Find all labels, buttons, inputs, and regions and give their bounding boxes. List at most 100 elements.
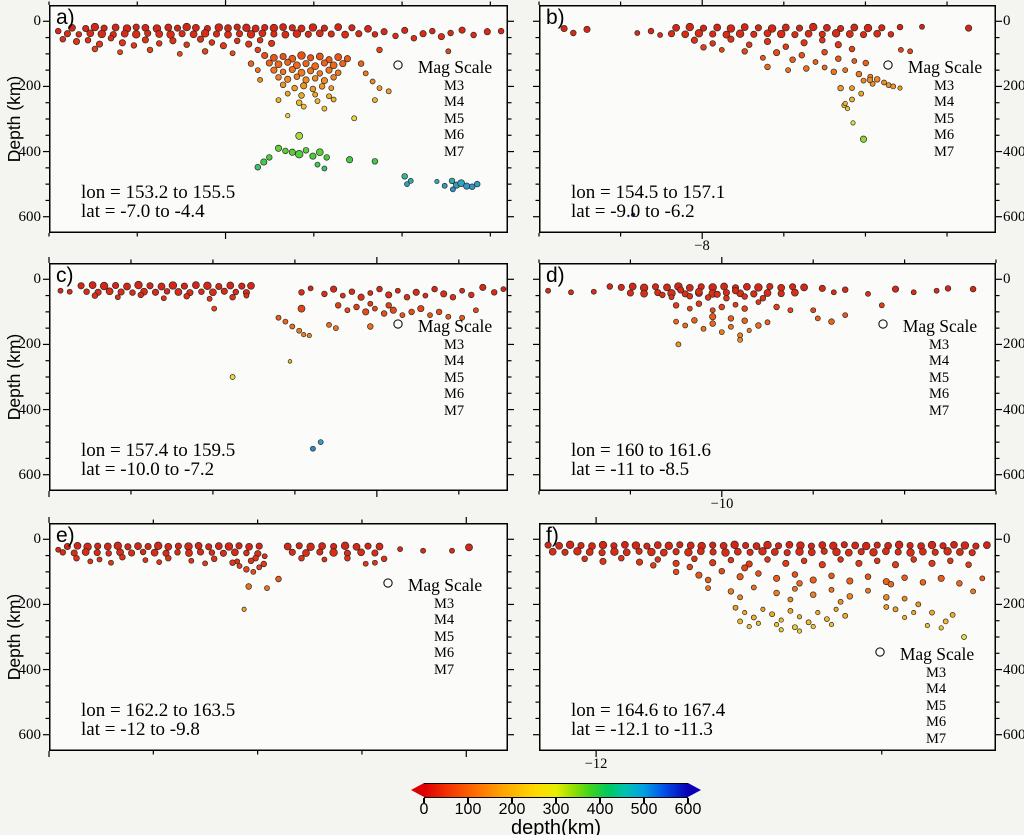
quake-point: [818, 541, 827, 549]
mag-scale-item: M4: [885, 62, 974, 112]
quake-point: [933, 287, 940, 294]
mag-scale-item-label: M7: [934, 143, 955, 160]
quake-point: [312, 75, 319, 82]
quake-point: [250, 569, 257, 575]
quake-point: [412, 288, 420, 296]
quake-point: [389, 306, 397, 314]
quake-point: [713, 290, 721, 298]
quake-point: [950, 540, 958, 549]
quake-point: [787, 596, 794, 603]
lat-range-label: lat = -10.0 to -7.2: [81, 459, 215, 480]
mag-scale-title: Mag Scale: [407, 575, 483, 595]
quake-point: [233, 37, 241, 45]
lon-range-label: lon = 160 to 161.6: [571, 440, 712, 461]
quake-point: [139, 548, 147, 556]
quake-point: [165, 555, 172, 562]
quake-point: [258, 29, 267, 38]
quake-point: [304, 30, 312, 38]
quake-point: [206, 295, 213, 302]
quake-point: [330, 74, 337, 81]
quake-point: [837, 556, 844, 563]
quake-point: [422, 292, 429, 299]
quake-point: [755, 620, 761, 626]
lat-range-label: lat = -12 to -9.8: [81, 719, 200, 740]
quake-point: [357, 60, 365, 67]
mag-scale-legend: Mag Scale M3 M4 M5 M6 M7: [872, 644, 1002, 748]
quake-point: [842, 67, 849, 73]
quake-point: [59, 549, 67, 556]
lat-range-label: lat = -12.1 to -11.3: [571, 719, 713, 740]
quake-point: [643, 542, 651, 550]
quake-point: [77, 282, 85, 290]
quake-point: [238, 282, 246, 290]
quake-point: [695, 287, 703, 296]
quake-point: [397, 546, 403, 552]
quake-point: [927, 540, 937, 550]
quake-point: [901, 574, 908, 581]
quake-point: [500, 286, 507, 292]
quake-point: [781, 23, 790, 32]
quake-point: [293, 61, 301, 70]
lonlat-annotation: lon = 162.2 to 163.5 lat = -12 to -9.8: [81, 701, 235, 739]
quake-point: [647, 547, 656, 557]
panel-letter-f: f): [546, 524, 559, 547]
quake-point: [340, 541, 350, 550]
quake-point: [970, 588, 976, 595]
quake-point: [965, 561, 972, 568]
quake-point: [676, 541, 684, 549]
quake-point: [173, 24, 182, 32]
quake-point: [657, 32, 663, 38]
quake-point: [859, 135, 868, 143]
quake-point: [685, 22, 694, 32]
quake-point: [326, 322, 332, 328]
quake-point: [685, 283, 694, 292]
quake-point: [183, 293, 190, 300]
quake-point: [284, 75, 292, 83]
mag-scale-item-label: M6: [929, 386, 950, 403]
mag-scale-item: M7: [883, 60, 974, 161]
quake-point: [874, 557, 881, 565]
quake-point: [764, 63, 771, 71]
quake-point: [745, 41, 753, 48]
panel-a-plot: [43, 0, 514, 239]
quake-point: [257, 77, 263, 83]
y-axis-title-row3: Depth (km): [4, 593, 24, 681]
quake-point: [842, 100, 848, 106]
colorbar-tick-label: 0: [419, 801, 429, 818]
quake-point: [208, 39, 216, 46]
quake-point: [317, 439, 324, 445]
quake-point: [54, 27, 62, 35]
quake-point: [754, 24, 762, 32]
quake-point: [686, 563, 693, 571]
quake-point: [224, 24, 232, 32]
quake-point: [824, 616, 830, 622]
quake-point: [419, 30, 427, 38]
quake-point: [684, 548, 693, 557]
quake-point: [830, 289, 837, 296]
quake-point: [672, 302, 680, 309]
quake-point: [434, 178, 440, 185]
colorbar-tick: [643, 798, 645, 803]
axis-ticks: [43, 257, 514, 497]
quake-point: [295, 542, 303, 550]
quake-point: [942, 618, 949, 625]
quake-point: [63, 542, 71, 551]
quake-point: [156, 559, 163, 565]
quake-point: [735, 29, 745, 38]
quake-point: [818, 30, 826, 38]
mag-scale-item-label: M7: [929, 402, 950, 419]
quake-point: [288, 548, 296, 556]
quake-point: [385, 88, 392, 95]
quake-point: [224, 30, 232, 39]
quake-point: [778, 617, 784, 623]
quake-point: [672, 548, 680, 556]
quake-point: [316, 548, 324, 556]
quake-point: [470, 31, 477, 39]
quake-point: [902, 614, 908, 621]
quake-point: [590, 288, 597, 295]
quake-point: [88, 281, 97, 289]
quake-point: [82, 24, 90, 33]
quake-point: [458, 26, 466, 34]
mag-scale-item: M6: [884, 61, 974, 145]
